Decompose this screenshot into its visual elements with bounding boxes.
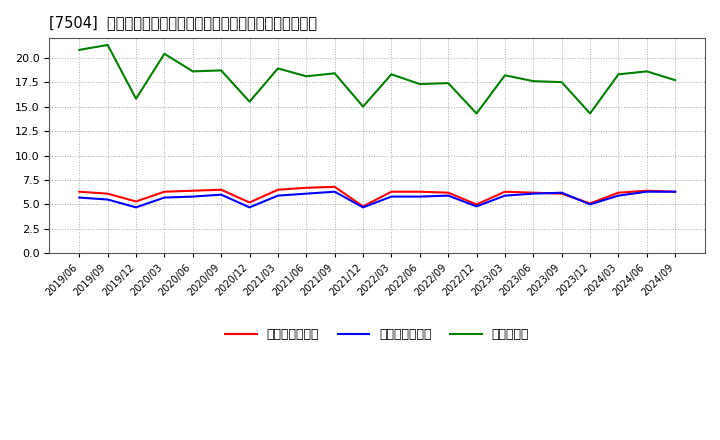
買入債務回転率 (500, 193, 509, 198)
Text: [7504]  売上債権回転率、買入債務回転率、在庫回転率の推移: [7504] 売上債権回転率、買入債務回転率、在庫回転率の推移 (50, 15, 318, 30)
在庫回転率 (557, 80, 566, 85)
売上債権回転率 (104, 191, 112, 196)
売上債権回転率 (246, 200, 254, 205)
買入債務回転率 (444, 193, 452, 198)
Line: 在庫回転率: 在庫回転率 (79, 45, 675, 114)
在庫回転率 (444, 81, 452, 86)
在庫回転率 (104, 42, 112, 48)
売上債権回転率 (75, 189, 84, 194)
売上債権回転率 (472, 202, 481, 207)
在庫回転率 (189, 69, 197, 74)
在庫回転率 (302, 73, 310, 79)
売上債権回転率 (189, 188, 197, 193)
買入債務回転率 (557, 190, 566, 195)
在庫回転率 (246, 99, 254, 104)
Line: 売上債権回転率: 売上債権回転率 (79, 187, 675, 206)
在庫回転率 (472, 111, 481, 116)
買入債務回転率 (330, 189, 339, 194)
買入債務回転率 (671, 189, 680, 194)
在庫回転率 (274, 66, 282, 71)
在庫回転率 (359, 104, 367, 109)
売上債権回転率 (302, 185, 310, 191)
買入債務回転率 (302, 191, 310, 196)
在庫回転率 (671, 77, 680, 83)
売上債権回転率 (642, 188, 651, 193)
売上債権回転率 (614, 190, 623, 195)
売上債権回転率 (500, 189, 509, 194)
在庫回転率 (160, 51, 168, 56)
買入債務回転率 (189, 194, 197, 199)
売上債権回転率 (529, 190, 538, 195)
在庫回転率 (330, 71, 339, 76)
在庫回転率 (529, 78, 538, 84)
売上債権回転率 (330, 184, 339, 190)
買入債務回転率 (614, 193, 623, 198)
在庫回転率 (387, 72, 396, 77)
買入債務回転率 (387, 194, 396, 199)
売上債権回転率 (217, 187, 225, 192)
売上債権回転率 (671, 189, 680, 194)
在庫回転率 (642, 69, 651, 74)
在庫回転率 (586, 111, 595, 116)
在庫回転率 (132, 96, 140, 101)
売上債権回転率 (274, 187, 282, 192)
売上債権回転率 (586, 201, 595, 206)
売上債権回転率 (160, 189, 168, 194)
買入債務回転率 (472, 204, 481, 209)
売上債権回転率 (359, 204, 367, 209)
売上債権回転率 (557, 191, 566, 196)
買入債務回転率 (217, 192, 225, 197)
買入債務回転率 (104, 197, 112, 202)
在庫回転率 (500, 73, 509, 78)
買入債務回転率 (586, 202, 595, 207)
売上債権回転率 (387, 189, 396, 194)
売上債権回転率 (444, 190, 452, 195)
売上債権回転率 (132, 199, 140, 204)
在庫回転率 (415, 81, 424, 87)
在庫回転率 (75, 47, 84, 52)
買入債務回転率 (246, 205, 254, 210)
在庫回転率 (614, 72, 623, 77)
買入債務回転率 (359, 205, 367, 210)
買入債務回転率 (75, 195, 84, 200)
Legend: 売上債権回転率, 買入債務回転率, 在庫回転率: 売上債権回転率, 買入債務回転率, 在庫回転率 (225, 328, 529, 341)
買入債務回転率 (529, 191, 538, 196)
買入債務回転率 (160, 195, 168, 200)
売上債権回転率 (415, 189, 424, 194)
買入債務回転率 (274, 193, 282, 198)
買入債務回転率 (132, 205, 140, 210)
在庫回転率 (217, 68, 225, 73)
買入債務回転率 (415, 194, 424, 199)
買入債務回転率 (642, 189, 651, 194)
Line: 買入債務回転率: 買入債務回転率 (79, 192, 675, 207)
